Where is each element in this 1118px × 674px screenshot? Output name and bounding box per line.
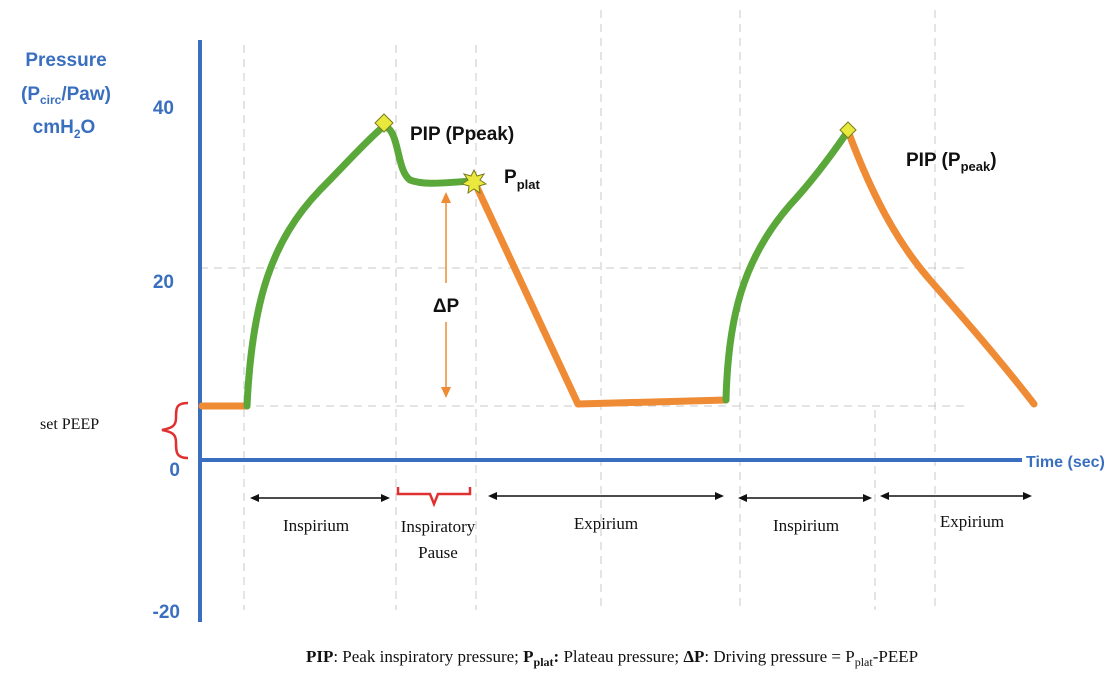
y-tick-neg20: -20 (153, 602, 180, 623)
y-tick-40: 40 (153, 98, 174, 119)
y-axis-title-line1: Pressure (25, 50, 106, 71)
caption: PIP: Peak inspiratory pressure; Pplat: P… (306, 647, 918, 669)
pip-marker-1 (374, 113, 394, 133)
pplat-marker (460, 168, 488, 195)
baseline-peep-segment-2 (574, 396, 730, 408)
pressure-waveform (198, 122, 1038, 410)
set-peep-label: set PEEP (40, 416, 99, 433)
pplat-label: Pplat (504, 167, 540, 192)
x-axis-title: Time (sec) (1026, 454, 1105, 471)
pip-marker-2 (839, 121, 857, 139)
y-tick-20: 20 (153, 272, 174, 293)
expiration-line-1 (470, 177, 582, 408)
phase-label-expirium-1: Expirium (574, 514, 638, 533)
pause-brace (396, 487, 472, 508)
inspiration-curve-1 (243, 122, 388, 410)
plateau-curve (380, 122, 478, 187)
pip-label-2: PIP (Ppeak) (906, 150, 997, 174)
delta-p-arrow (441, 192, 451, 398)
y-tick-0: 0 (169, 460, 180, 481)
expiration-curve-2 (844, 127, 1038, 408)
y-axis-title-line3: cmH2O (33, 117, 96, 141)
phase-label-pause-line2: Pause (418, 543, 458, 562)
phase-label-expirium-2: Expirium (940, 512, 1004, 531)
phase-arrows (250, 492, 1032, 502)
y-axis-title-line2: (Pcirc/Paw) (21, 84, 111, 107)
inspiration-curve-2 (722, 127, 852, 404)
phase-label-inspirium-1: Inspirium (283, 516, 349, 535)
peep-brace (161, 401, 189, 460)
pip-label-1: PIP (Ppeak) (410, 124, 514, 145)
phase-label-inspirium-2: Inspirium (773, 516, 839, 535)
delta-p-label: ΔP (433, 296, 460, 317)
phase-label-pause-line1: Inspiratory (401, 517, 476, 536)
